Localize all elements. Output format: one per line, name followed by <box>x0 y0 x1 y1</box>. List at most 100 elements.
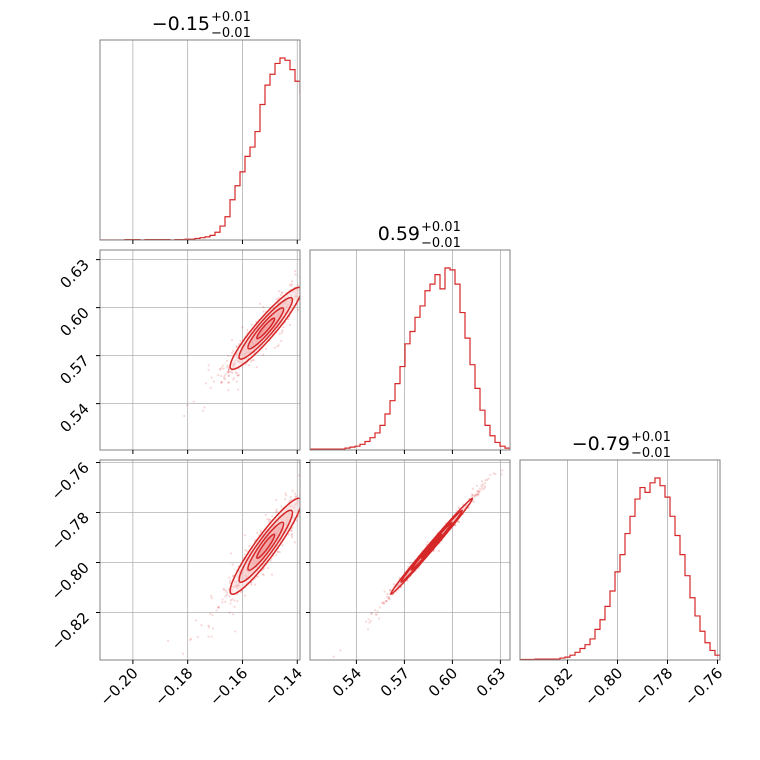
scatter-point <box>227 381 230 384</box>
scatter-point <box>181 652 185 655</box>
scatter-point <box>475 494 478 497</box>
scatter-point <box>186 404 189 407</box>
histogram-1 <box>310 250 510 450</box>
scatter-point <box>369 619 372 623</box>
scatter-point <box>291 536 294 539</box>
scatter-point <box>274 511 278 514</box>
scatter-point <box>228 576 231 579</box>
scatter-point <box>229 579 232 582</box>
scatter-point <box>231 563 234 566</box>
scatter-point <box>287 318 290 321</box>
scatter-point <box>302 287 304 289</box>
scatter-point <box>370 612 373 615</box>
scatter-point <box>275 510 279 513</box>
scatter-point <box>244 548 247 552</box>
scatter-point <box>277 296 281 299</box>
scatter-point <box>339 649 342 652</box>
scatter-point <box>264 513 267 516</box>
panel-title-1: 0.59 +0.01−0.01 <box>378 220 461 251</box>
scatter-point <box>471 494 474 497</box>
scatter-point <box>290 283 293 286</box>
scatter-point <box>483 485 486 488</box>
scatter-point <box>227 368 230 372</box>
scatter-point <box>248 544 251 548</box>
panel-title-2: −0.79 +0.01−0.01 <box>572 430 671 461</box>
histogram-1-frame <box>309 249 511 451</box>
scatter-point <box>212 380 216 383</box>
scatter-point <box>250 583 253 586</box>
scatter-point <box>232 613 235 616</box>
scatter-point <box>284 492 287 495</box>
scatter-point <box>476 490 479 493</box>
scatter-point <box>289 495 293 499</box>
scatter-point <box>226 371 229 374</box>
x-tick-label: 0.60 <box>425 664 461 700</box>
scatter-point <box>231 598 234 601</box>
scatter-point <box>280 505 283 508</box>
scatter-point <box>217 373 220 377</box>
x-tick-label: −0.18 <box>151 664 196 709</box>
scatter-point <box>305 293 307 295</box>
scatter-point <box>210 376 213 379</box>
x-tick-label: −0.14 <box>261 664 306 709</box>
scatter-point <box>304 533 306 535</box>
x-tick-label: −0.76 <box>681 664 726 709</box>
scatter-point <box>370 612 373 616</box>
scatter-point <box>378 606 382 609</box>
scatter-point <box>228 595 231 598</box>
scatter-point <box>221 601 224 604</box>
scatter-point <box>304 285 306 287</box>
scatter-point <box>267 520 270 524</box>
scatter-point <box>359 431 361 433</box>
scatter-point <box>281 544 284 547</box>
scatter-point <box>507 451 509 453</box>
x-tick-label: 0.63 <box>473 664 509 700</box>
scatter-point <box>500 473 503 476</box>
scatter-point <box>320 484 322 486</box>
scatter-point <box>204 382 208 385</box>
scatter-point <box>231 351 234 355</box>
scatter-point <box>293 541 296 544</box>
title-value: −0.79 <box>572 433 630 455</box>
scatter-point <box>243 553 246 556</box>
scatter-point <box>458 521 461 524</box>
scatter-point <box>233 605 236 608</box>
scatter-point <box>366 628 370 631</box>
histogram-2-frame <box>519 459 721 661</box>
scatter-point <box>227 370 230 373</box>
scatter-point <box>295 519 298 522</box>
scatter-point <box>484 478 487 482</box>
scatter-point <box>303 271 305 273</box>
scatter-point <box>262 353 265 356</box>
scatter-point <box>476 493 479 496</box>
scatter-point <box>235 371 238 374</box>
scatter-point <box>247 364 251 367</box>
scatter-point <box>232 349 235 352</box>
scatter-point <box>322 470 324 472</box>
scatter-point <box>304 280 306 282</box>
scatter-point <box>486 478 489 482</box>
scatter-point <box>487 477 490 480</box>
scatter-point <box>230 338 234 342</box>
scatter-point <box>225 359 229 363</box>
scatter-point <box>291 532 294 535</box>
scatter-point <box>266 566 270 570</box>
scatter-point <box>375 613 378 616</box>
y-tick-label: −0.76 <box>48 459 93 504</box>
scatter-point <box>509 455 511 457</box>
scatter-point <box>368 621 371 624</box>
scatter-point <box>246 328 249 332</box>
scatter-point <box>477 490 480 494</box>
scatter-point <box>437 550 441 553</box>
scatter-point <box>228 581 231 585</box>
scatter-point <box>235 380 238 383</box>
scatter-point <box>367 618 370 621</box>
scatter-point <box>518 438 520 440</box>
scatter-point <box>256 531 259 534</box>
scatter-point <box>382 601 386 604</box>
title-lower-error: −0.01 <box>211 26 251 41</box>
scatter-point <box>277 290 281 293</box>
scatter-point <box>209 386 212 389</box>
scatter-point <box>220 366 223 369</box>
scatter-point <box>290 498 293 502</box>
